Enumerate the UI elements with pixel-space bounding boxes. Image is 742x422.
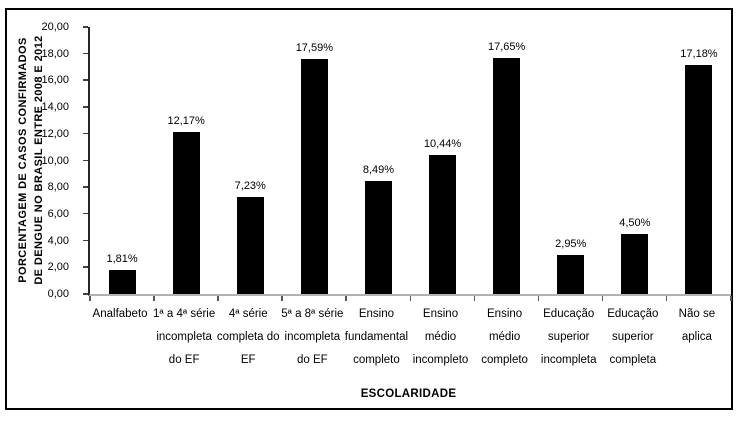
y-tick-label: 10,00 xyxy=(41,154,69,167)
x-category-label: Analfabeto xyxy=(88,303,152,372)
bar-value-label: 17,65% xyxy=(487,41,526,54)
x-category-label-line: Ensino xyxy=(422,308,459,320)
x-category-label-line: incompleta xyxy=(156,331,212,343)
x-category-label-line: Analfabeto xyxy=(92,308,148,320)
x-category-label-line: EF xyxy=(240,354,256,366)
x-category-label-line: completa do xyxy=(216,331,280,343)
y-tick-label: 0,00 xyxy=(47,288,69,300)
bar-value-label: 17,18% xyxy=(680,47,718,60)
bar xyxy=(236,197,264,294)
x-tick-mark xyxy=(409,296,411,301)
x-tick-mark xyxy=(217,296,219,301)
x-tick-mark xyxy=(281,296,283,301)
y-tick-mark xyxy=(83,52,88,55)
y-tick-label: 18,00 xyxy=(41,47,69,60)
x-category-label-line: 4ª série xyxy=(228,308,268,320)
y-tick-mark xyxy=(83,239,88,242)
x-category-label-line: fundamental xyxy=(344,331,409,343)
x-category-label-line: completo xyxy=(353,354,400,366)
y-tick-label: 16,00 xyxy=(41,74,69,87)
x-tick-mark xyxy=(665,296,668,301)
x-category-label-line: Educação xyxy=(543,308,595,320)
bar-value-label: 2,95% xyxy=(555,237,587,250)
x-category-label-line: aplica xyxy=(681,331,712,343)
x-axis-title: ESCOLARIDADE xyxy=(360,388,457,400)
bar-value-label: 12,17% xyxy=(167,114,205,127)
x-tick-mark xyxy=(537,296,540,301)
bar xyxy=(429,154,457,294)
x-category-label-line: médio xyxy=(424,331,457,343)
x-category-label-line: superior xyxy=(612,331,654,343)
y-tick-mark xyxy=(83,293,88,295)
x-category-label-line: incompleta xyxy=(284,331,341,343)
y-tick-label: 14,00 xyxy=(41,101,69,114)
y-tick-mark xyxy=(83,26,88,28)
y-tick-mark xyxy=(83,186,88,188)
bar xyxy=(557,254,585,294)
bar xyxy=(300,59,328,294)
plot-area: 0,00 2,00 4,00 6,00 8,00 10,00 12,00 14,00 16,00… xyxy=(41,21,732,301)
y-tick-label: 2,00 xyxy=(47,261,69,274)
bar xyxy=(493,58,521,294)
bar xyxy=(621,233,649,294)
y-tick-label: 20,00 xyxy=(41,21,69,33)
y-tick-label: 8,00 xyxy=(47,181,69,194)
y-tick-label: 12,00 xyxy=(41,127,69,140)
y-tick-mark xyxy=(83,106,88,108)
bar-value-label: 4,50% xyxy=(619,216,651,229)
x-category-label-line: completa xyxy=(609,354,657,366)
x-axis-category-labels: Analfabeto 1ª a 4ª série incompleta do EF 4ª… xyxy=(88,303,729,372)
x-category-label-line: incompleta xyxy=(540,354,597,366)
x-category-label-line: médio xyxy=(488,331,521,343)
x-category-label-line: 5ª a 8ª série xyxy=(281,308,344,320)
bar xyxy=(685,64,713,294)
x-category-label: 1ª a 4ª série incompleta do EF xyxy=(152,303,216,372)
x-tick-mark xyxy=(730,296,732,301)
x-category-label-line: Educação xyxy=(607,308,659,320)
x-category-label: Ensino fundamental completo xyxy=(344,303,408,372)
x-category-label-line: do EF xyxy=(296,354,328,366)
x-tick-mark xyxy=(601,296,604,301)
y-tick-mark xyxy=(83,79,88,81)
x-category-label: 4ª série completa do EF xyxy=(216,303,280,372)
bar-value-label: 10,44% xyxy=(423,137,462,150)
y-tick-mark xyxy=(83,212,88,215)
x-category-label-line: Não se xyxy=(678,308,716,320)
bar xyxy=(108,269,136,294)
y-tick-label: 6,00 xyxy=(47,207,69,220)
x-category-label: 5ª a 8ª série incompleta do EF xyxy=(280,303,344,372)
y-tick-mark xyxy=(83,159,88,161)
x-category-label-line: incompleto xyxy=(412,354,469,366)
x-category-label: Ensino médio completo xyxy=(473,303,537,372)
x-category-label: Educação superior incompleta xyxy=(537,303,601,372)
x-category-label: Ensino médio incompleto xyxy=(408,303,472,372)
y-tick-label: 4,00 xyxy=(47,234,69,247)
bar xyxy=(364,180,392,294)
x-category-label-line: do EF xyxy=(168,354,200,366)
x-tick-mark xyxy=(89,296,91,301)
x-category-label-line: Ensino xyxy=(487,308,523,320)
x-category-label-line: superior xyxy=(547,331,590,343)
bar-value-label: 8,49% xyxy=(362,163,395,176)
y-tick-mark xyxy=(83,266,88,268)
x-tick-mark xyxy=(345,296,347,301)
bar xyxy=(172,131,200,294)
bar-value-label: 17,59% xyxy=(295,42,333,55)
x-category-label-line: 1ª a 4ª série xyxy=(153,308,216,320)
x-tick-mark xyxy=(473,296,476,301)
x-category-label: Não se aplica xyxy=(665,303,729,372)
y-tick-mark xyxy=(83,132,88,135)
bar-value-label: 1,81% xyxy=(106,252,138,265)
x-category-label-line: Ensino xyxy=(358,308,394,320)
bar-value-label: 7,23% xyxy=(234,180,266,193)
x-category-label-line: completo xyxy=(481,354,528,366)
x-category-label: Educação superior completa xyxy=(601,303,665,372)
x-tick-mark xyxy=(153,296,155,301)
